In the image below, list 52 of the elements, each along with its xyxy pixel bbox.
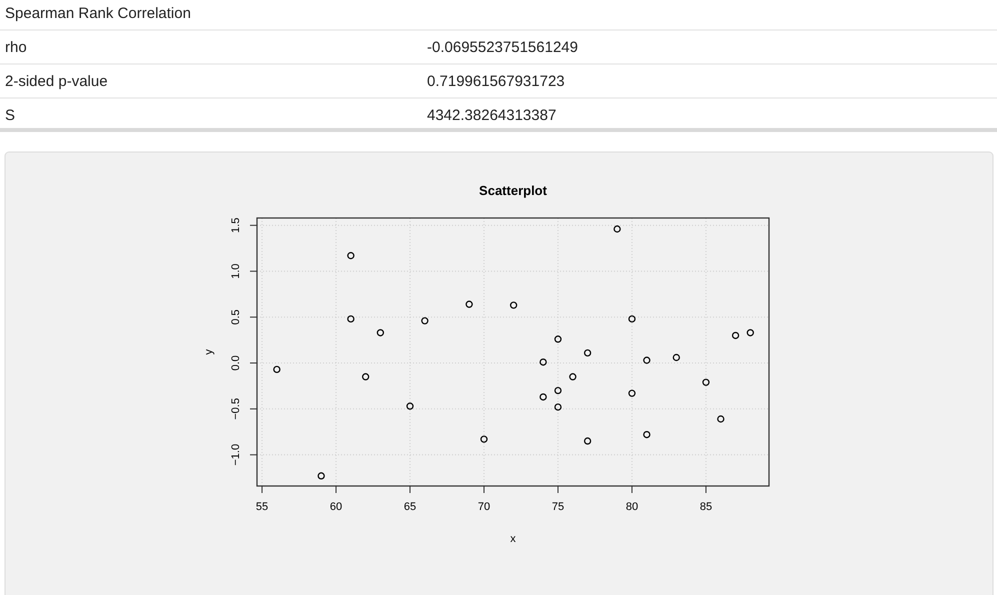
point — [614, 225, 621, 233]
point — [717, 415, 724, 423]
text: 2-sided p-value — [5, 73, 108, 90]
point — [554, 336, 562, 343]
point — [584, 437, 592, 445]
x-tick-label: 65 — [404, 501, 416, 513]
text: S — [5, 107, 16, 124]
x-tick-label: 60 — [330, 501, 342, 513]
point — [643, 356, 650, 364]
point — [362, 373, 370, 380]
text: -0.0695523751561249 — [427, 39, 578, 56]
point — [554, 386, 562, 394]
y-axis-title: y — [203, 348, 215, 355]
point — [584, 349, 592, 357]
point — [466, 300, 473, 308]
point — [628, 390, 636, 397]
point — [421, 317, 428, 324]
x-axis-title: x — [510, 533, 516, 545]
point — [347, 315, 354, 323]
x-tick-label: 85 — [700, 501, 712, 513]
text: rho — [5, 39, 27, 56]
point — [406, 402, 414, 410]
text: 0.719961567931723 — [427, 73, 565, 90]
point — [318, 472, 325, 480]
point — [732, 332, 740, 340]
point — [628, 315, 636, 323]
point — [540, 358, 547, 366]
y-tick-label: 1.0 — [230, 264, 242, 279]
x-tick-label: 75 — [552, 501, 564, 513]
chart-title: Scatterplot — [479, 183, 548, 198]
y-tick-label: −1.0 — [230, 444, 242, 466]
y-tick-label: 0.5 — [230, 309, 242, 325]
point — [643, 431, 650, 438]
x-tick-label: 55 — [256, 501, 268, 513]
point — [746, 329, 754, 336]
text: 4342.38264313387 — [427, 107, 556, 124]
point — [540, 393, 547, 401]
x-tick-label: 70 — [478, 501, 490, 513]
point — [702, 378, 710, 386]
x-tick-label: 80 — [626, 501, 638, 513]
point — [554, 403, 562, 411]
point — [347, 252, 354, 260]
point — [672, 354, 680, 362]
point — [376, 329, 384, 336]
point — [273, 366, 280, 374]
point — [510, 302, 518, 309]
text: Spearman Rank Correlation — [5, 5, 191, 22]
y-tick-label: −0.5 — [230, 398, 242, 420]
point — [480, 436, 488, 443]
point — [569, 373, 576, 380]
y-tick-label: 1.5 — [230, 218, 242, 233]
y-tick-label: 0.0 — [230, 355, 242, 371]
